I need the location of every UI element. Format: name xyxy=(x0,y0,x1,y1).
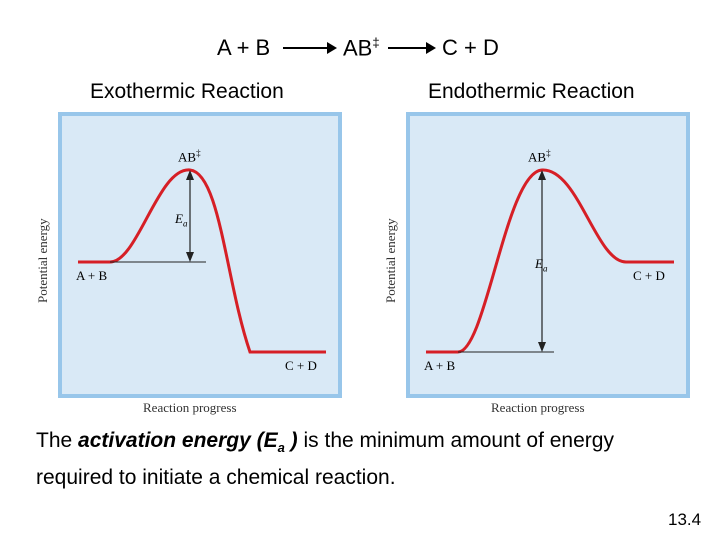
equation-products: C + D xyxy=(442,35,499,60)
exothermic-energy-curve xyxy=(78,168,326,354)
exothermic-peak-label: AB‡ xyxy=(178,148,201,165)
endothermic-y-axis-label: Potential energy xyxy=(383,218,398,303)
endothermic-ea-label: Ea xyxy=(535,256,548,274)
exothermic-ea-arrow-head-up xyxy=(186,170,194,180)
exothermic-x-axis-label: Reaction progress xyxy=(143,400,237,415)
endothermic-x-axis-label: Reaction progress xyxy=(491,400,585,415)
equation-arrow-1 xyxy=(283,42,337,54)
endothermic-panel xyxy=(406,112,690,398)
exothermic-panel xyxy=(58,112,342,398)
exothermic-ea-arrow-head-down xyxy=(186,252,194,262)
endothermic-plot xyxy=(426,168,674,354)
endothermic-start-label: A + B xyxy=(424,358,456,373)
caption: The activation energy (Ea ) is the minim… xyxy=(36,429,614,490)
endothermic-diagram: AB‡ Ea A + B C + D Potential energy Reac… xyxy=(378,108,698,418)
endothermic-ea-arrow-head-down xyxy=(538,342,546,352)
exothermic-end-label: C + D xyxy=(285,358,317,373)
exothermic-ea-label: Ea xyxy=(175,211,188,229)
endothermic-end-label: C + D xyxy=(633,268,665,283)
endothermic-energy-curve xyxy=(426,168,674,354)
equation-reactants: A + B xyxy=(217,35,271,60)
caption-term: activation energy (Ea ) xyxy=(78,429,298,456)
endothermic-ea-arrow-head-up xyxy=(538,170,546,180)
page-number: 13.4 xyxy=(668,510,702,529)
exothermic-title: Exothermic Reaction xyxy=(90,80,284,103)
exothermic-start-label: A + B xyxy=(76,268,108,283)
endothermic-title: Endothermic Reaction xyxy=(428,80,635,103)
exothermic-diagram: AB‡ Ea A + B C + D Potential energy Reac… xyxy=(30,108,350,418)
equation-transition-state: AB‡ xyxy=(343,35,380,61)
endothermic-peak-label: AB‡ xyxy=(528,148,551,165)
equation-arrow-2 xyxy=(388,42,436,54)
exothermic-y-axis-label: Potential energy xyxy=(35,218,50,303)
exothermic-plot xyxy=(78,168,326,354)
